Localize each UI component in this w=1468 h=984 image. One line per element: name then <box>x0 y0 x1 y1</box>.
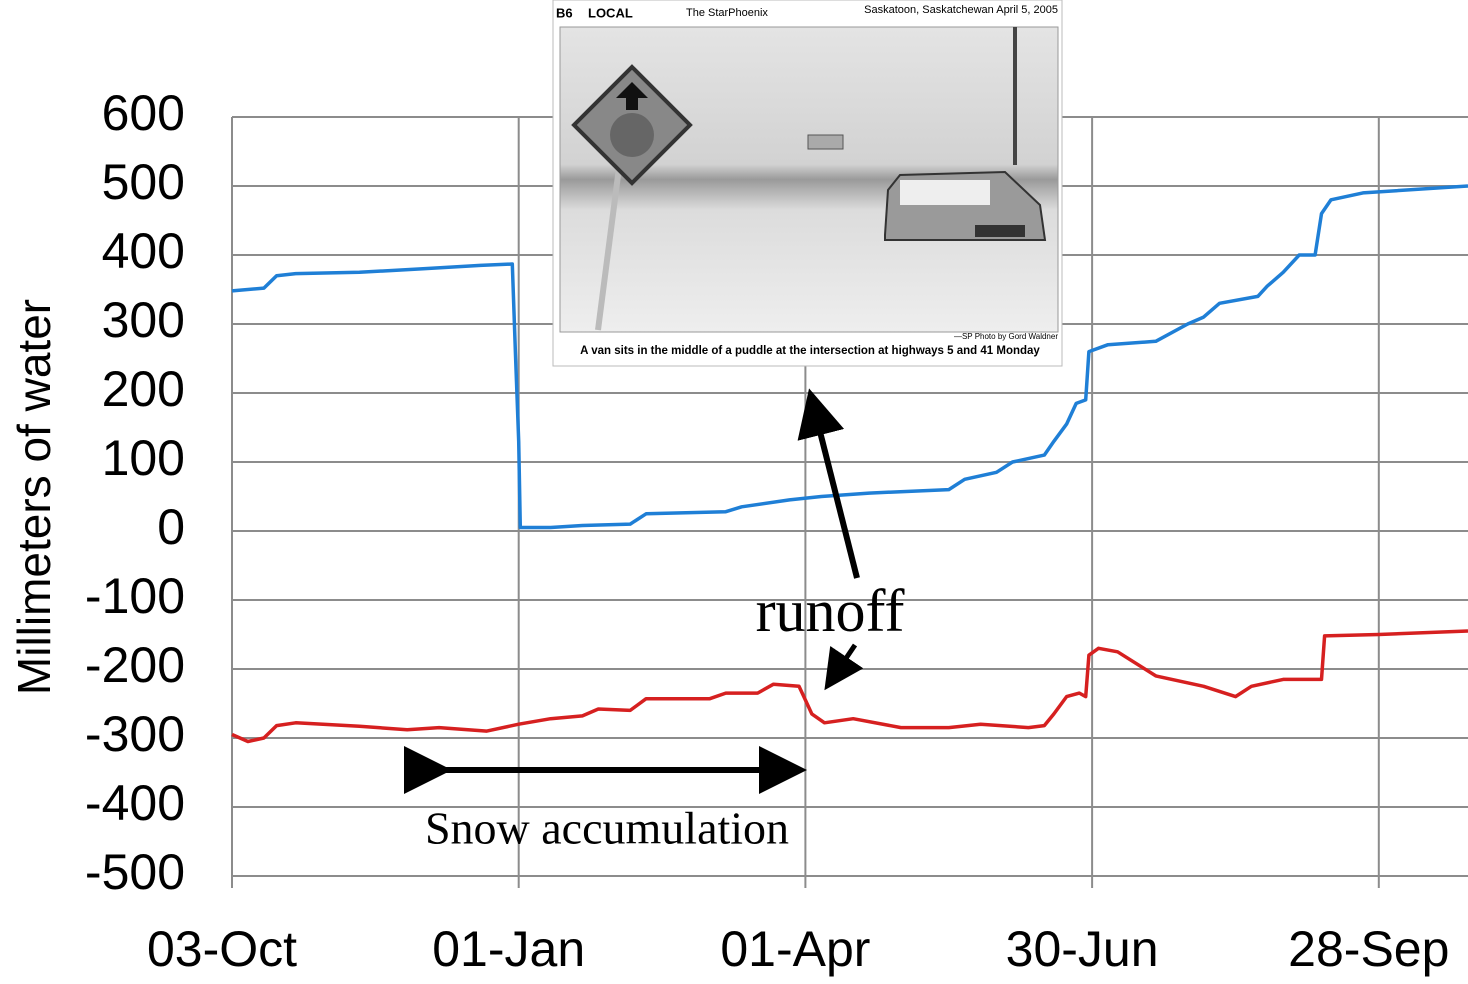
x-tick-label: 28-Sep <box>1288 921 1449 977</box>
y-axis-label: Millimeters of water <box>8 299 60 695</box>
y-tick-label: 0 <box>157 499 185 555</box>
y-tick-label: -400 <box>85 775 185 831</box>
arrow-runoff-line <box>824 643 864 691</box>
y-tick-label: -100 <box>85 568 185 624</box>
y-tick-label: 300 <box>102 292 185 348</box>
x-tick-label: 01-Apr <box>720 921 870 977</box>
y-tick-label: 100 <box>102 430 185 486</box>
van-window <box>900 180 990 205</box>
data-line <box>231 629 1468 744</box>
sign-arrow <box>616 82 648 110</box>
inset-dateline: Saskatoon, Saskatchewan April 5, 2005 <box>864 4 1058 16</box>
y-tick-label: -200 <box>85 637 185 693</box>
van-grille <box>975 225 1025 237</box>
y-tick-label: 400 <box>102 223 185 279</box>
y-tick-label: 200 <box>102 361 185 417</box>
sign-symbol <box>610 113 654 157</box>
sign-post <box>595 159 623 331</box>
inset-section: B6 <box>556 5 573 20</box>
truck <box>807 134 844 150</box>
inset-credit: —SP Photo by Gord Waldner <box>954 332 1058 341</box>
x-tick-label: 01-Jan <box>432 921 585 977</box>
arrow-runoff-photo <box>797 388 860 579</box>
lines <box>231 184 1468 744</box>
inset-paper: The StarPhoenix <box>686 7 768 19</box>
annotation-snow: Snow accumulation <box>425 803 789 854</box>
x-tick-label: 03-Oct <box>147 921 297 977</box>
inset-section-name: LOCAL <box>588 5 633 20</box>
y-tick-label: -300 <box>85 706 185 762</box>
y-tick-label: 500 <box>102 154 185 210</box>
y-tick-label: 600 <box>102 85 185 141</box>
inset-caption: A van sits in the middle of a puddle at … <box>580 345 1040 357</box>
inset-photo: B6 LOCAL The StarPhoenix Saskatoon, Sask… <box>552 0 1063 367</box>
data-line <box>231 184 1468 530</box>
annotation-runoff: runoff <box>756 578 905 644</box>
y-tick-label: -500 <box>85 844 185 900</box>
x-tick-label: 30-Jun <box>1006 921 1159 977</box>
